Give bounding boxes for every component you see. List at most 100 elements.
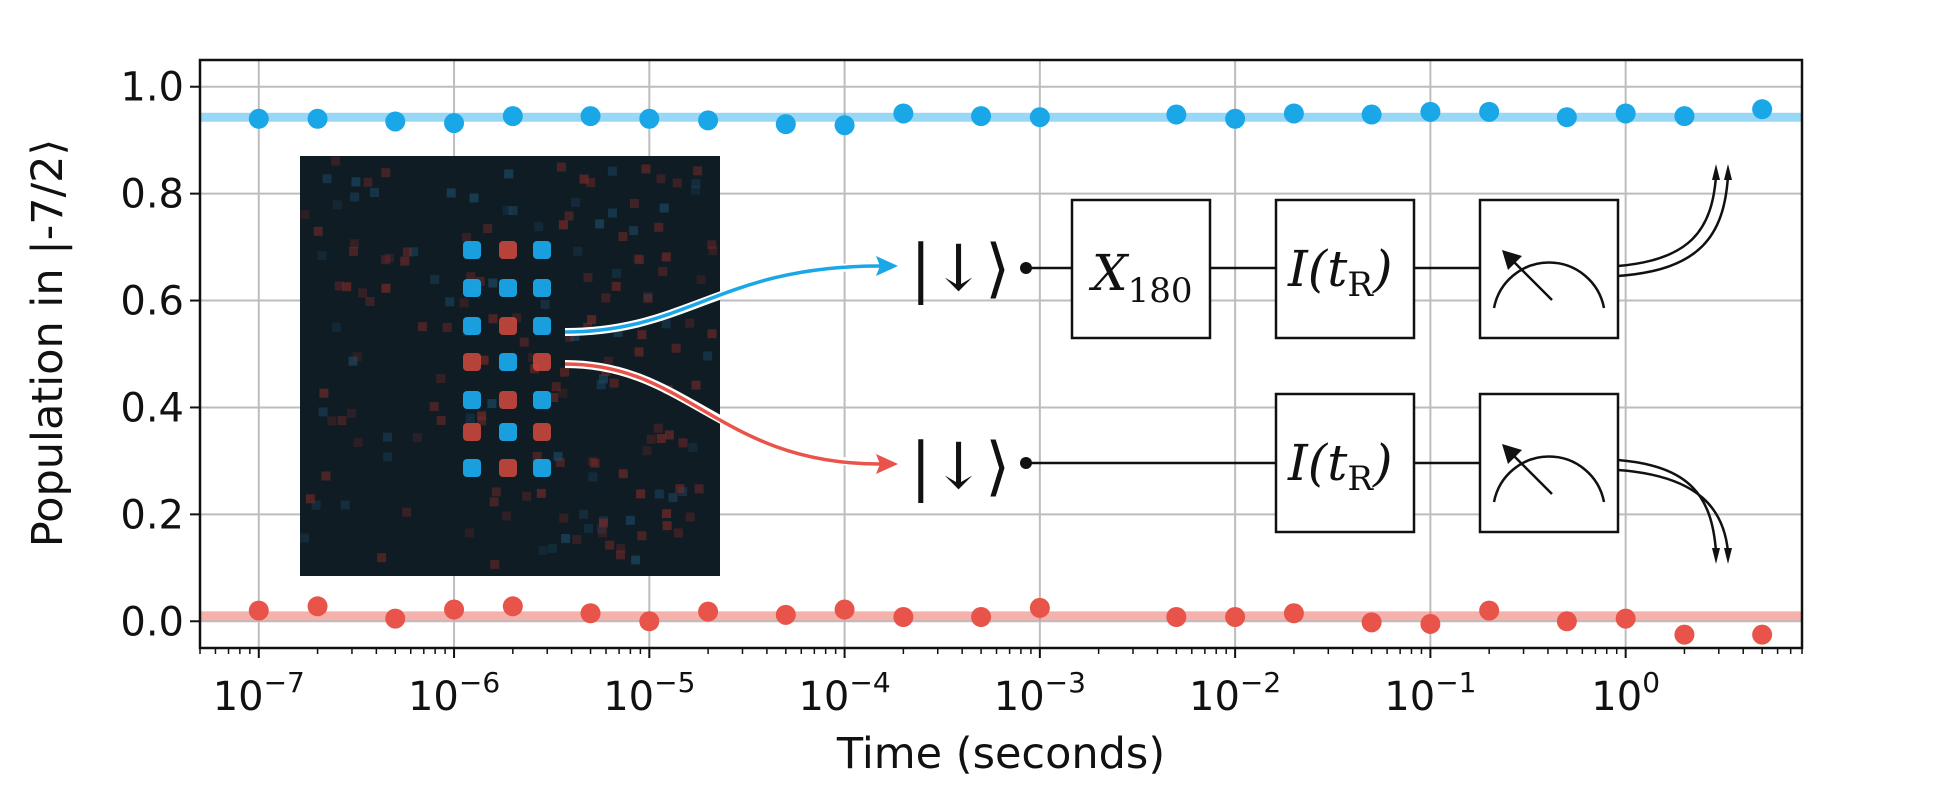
image-noise-pixel xyxy=(477,411,487,421)
x-tick-label: 10−5 xyxy=(603,666,695,720)
atom-array xyxy=(463,241,551,477)
image-noise-pixel xyxy=(491,487,501,497)
data-point xyxy=(1225,606,1246,627)
idle-gate-bottom-label: I(tR) xyxy=(1287,434,1392,499)
image-noise-pixel xyxy=(654,222,664,232)
x-tick-label: 100 xyxy=(1591,666,1660,720)
image-noise-pixel xyxy=(573,246,583,256)
image-noise-pixel xyxy=(319,388,329,398)
image-noise-pixel xyxy=(522,491,532,501)
data-point xyxy=(1479,600,1500,621)
data-point xyxy=(775,604,796,625)
image-noise-pixel xyxy=(488,314,498,324)
image-noise-pixel xyxy=(318,407,328,417)
image-noise-pixel xyxy=(465,413,475,423)
data-point xyxy=(1615,608,1636,629)
image-noise-pixel xyxy=(322,174,332,184)
atom-site xyxy=(533,241,551,259)
image-noise-pixel xyxy=(477,416,487,426)
x180-gate-box xyxy=(1070,198,1212,340)
x-tick-label: 10−7 xyxy=(213,666,305,720)
image-noise-pixel xyxy=(678,438,688,448)
image-noise-pixel xyxy=(351,177,361,187)
atom-site xyxy=(499,423,517,441)
atom-site xyxy=(463,423,481,441)
image-noise-pixel xyxy=(402,507,412,517)
y-tick-label: 1.0 xyxy=(120,65,184,111)
x-tick-label: 10−1 xyxy=(1384,666,1476,720)
image-noise-pixel xyxy=(618,469,628,479)
image-noise-pixel xyxy=(381,283,391,293)
image-noise-pixel xyxy=(691,380,701,390)
image-noise-pixel xyxy=(349,246,359,256)
image-noise-pixel xyxy=(642,446,652,456)
image-noise-pixel xyxy=(661,319,671,329)
y-axis-label: Population in |-7/2⟩ xyxy=(23,139,73,547)
x-axis-label: Time (seconds) xyxy=(836,729,1165,779)
meter-top-icon xyxy=(1492,261,1606,309)
image-noise-pixel xyxy=(469,193,479,203)
atom-site xyxy=(533,279,551,297)
image-noise-pixel xyxy=(321,471,331,481)
image-noise-pixel xyxy=(430,274,440,284)
image-noise-pixel xyxy=(502,205,512,215)
image-noise-pixel xyxy=(490,559,500,569)
image-noise-pixel xyxy=(353,438,363,448)
atom-site xyxy=(499,241,517,259)
image-noise-pixel xyxy=(605,540,615,550)
image-noise-pixel xyxy=(579,174,589,184)
image-noise-pixel xyxy=(613,328,623,338)
image-noise-pixel xyxy=(528,353,538,363)
data-point xyxy=(385,111,406,132)
data-point xyxy=(1166,104,1187,125)
data-point xyxy=(502,596,523,617)
image-noise-pixel xyxy=(708,246,718,256)
image-noise-pixel xyxy=(611,281,621,291)
image-noise-pixel xyxy=(603,356,613,366)
reference-lines xyxy=(200,112,1802,621)
image-noise-pixel xyxy=(558,220,568,230)
meter-top-needle-head xyxy=(1502,250,1522,270)
image-noise-pixel xyxy=(342,282,352,292)
data-point xyxy=(248,600,269,621)
data-point xyxy=(639,611,660,632)
bottom-classical-arrowhead xyxy=(1712,548,1720,564)
image-noise-pixel xyxy=(570,331,580,341)
image-noise-pixel xyxy=(616,543,626,553)
image-noise-pixel xyxy=(384,253,394,263)
x-tick-label: 10−4 xyxy=(798,666,890,720)
image-noise-pixel xyxy=(305,494,315,504)
red-arrowhead xyxy=(876,454,898,474)
data-point xyxy=(1166,606,1187,627)
image-noise-pixel xyxy=(691,185,701,195)
bottom-classical-output-inner xyxy=(1617,468,1730,553)
image-noise-pixel xyxy=(483,224,493,234)
data-point xyxy=(307,108,328,129)
image-noise-pixel xyxy=(601,293,611,303)
image-noise-pixel xyxy=(350,192,360,202)
image-noise-pixel xyxy=(588,456,598,466)
data-point xyxy=(1029,597,1050,618)
meter-bottom-icon xyxy=(1492,455,1606,503)
image-noise-pixel xyxy=(377,553,387,563)
image-noise-pixel xyxy=(565,332,575,342)
atom-site xyxy=(463,241,481,259)
image-noise-pixel xyxy=(703,351,713,361)
image-noise-pixel xyxy=(553,451,563,461)
image-noise-pixel xyxy=(461,232,471,242)
data-point xyxy=(580,106,601,127)
data-point xyxy=(1420,613,1441,634)
image-noise-pixel xyxy=(532,451,542,461)
image-noise-pixel xyxy=(348,356,358,366)
image-noise-pixel xyxy=(607,208,617,218)
image-noise-pixel xyxy=(636,489,646,499)
image-noise-pixel xyxy=(337,416,347,426)
image-noise-pixel xyxy=(672,178,682,188)
image-noise-pixel xyxy=(313,226,323,236)
image-noise-pixel xyxy=(618,232,628,242)
image-noise-pixel xyxy=(334,281,344,291)
image-noise-pixel xyxy=(668,493,678,503)
atom-site xyxy=(463,353,481,371)
image-noise-pixel xyxy=(612,268,622,278)
image-noise-pixel xyxy=(349,239,359,249)
